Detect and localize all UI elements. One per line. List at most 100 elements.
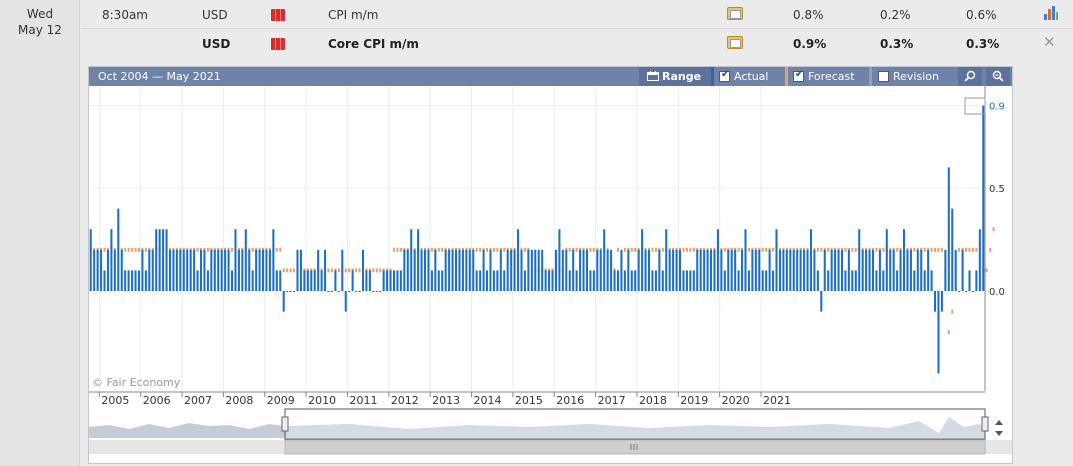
- actual-bar: [982, 105, 985, 291]
- actual-checkbox[interactable]: [719, 69, 730, 82]
- forecast-mark: [772, 247, 775, 252]
- actual-bar: [854, 270, 857, 291]
- forecast-mark: [923, 247, 926, 252]
- forecast-checkbox[interactable]: [793, 69, 804, 82]
- forecast-mark: [971, 247, 974, 252]
- actual-bar: [927, 249, 930, 291]
- x-tick-label: 2012: [391, 394, 419, 407]
- core-cpi-chart[interactable]: 0.90.50.0 © Fair Economy 2005 2006 2007 200…: [89, 86, 1012, 407]
- actual-bar: [289, 291, 292, 292]
- actual-bar: [131, 270, 134, 291]
- actual-bar: [737, 270, 740, 291]
- forecast-mark: [930, 247, 933, 252]
- close-icon[interactable]: ✕: [1043, 33, 1056, 51]
- actual-bar: [475, 270, 478, 291]
- navigator-left-handle[interactable]: [281, 416, 289, 432]
- forecast-mark: [289, 268, 292, 273]
- graph-icon[interactable]: [1043, 5, 1059, 21]
- chart-panel: Oct 2004 — May 2021 Range Actual Forecas…: [88, 66, 1013, 464]
- event-name[interactable]: CPI m/m: [328, 8, 379, 22]
- actual-bar: [489, 249, 492, 291]
- forecast-toggle[interactable]: Forecast: [793, 67, 855, 86]
- chart-grid: [89, 86, 985, 391]
- navigator-scrollbar-thumb[interactable]: [284, 439, 986, 455]
- actual-bar: [392, 270, 396, 291]
- actual-bar: [892, 249, 895, 291]
- actual-bar: [499, 249, 502, 291]
- actual-bar: [751, 249, 754, 291]
- forecast-mark: [965, 247, 968, 252]
- revision-checkbox[interactable]: [878, 71, 889, 82]
- event-actual: 0.8%: [793, 8, 824, 22]
- scroll-up-icon[interactable]: [995, 420, 1003, 425]
- high-impact-icon[interactable]: [271, 9, 285, 21]
- forecast-mark: [654, 247, 657, 252]
- forecast-mark: [496, 247, 499, 252]
- actual-bar: [258, 249, 261, 291]
- actual-bar: [451, 249, 454, 291]
- actual-bar: [813, 249, 816, 291]
- high-impact-icon[interactable]: [271, 38, 285, 50]
- forecast-mark: [375, 268, 378, 273]
- actual-bar: [151, 249, 154, 291]
- event-row-cpi[interactable]: 8:30am USD CPI m/m 0.8% 0.2% 0.6%: [81, 0, 1073, 29]
- forecast-label: Forecast: [808, 70, 855, 83]
- actual-bar: [785, 249, 788, 291]
- actual-bar: [923, 270, 926, 291]
- navigator-right-handle[interactable]: [981, 416, 989, 432]
- actual-bar: [144, 270, 147, 291]
- actual-bar: [723, 270, 726, 291]
- event-name[interactable]: Core CPI m/m: [328, 37, 419, 51]
- forecast-mark: [230, 247, 234, 252]
- actual-bar: [761, 270, 764, 291]
- actual-bar: [206, 270, 209, 291]
- actual-bar: [155, 229, 158, 291]
- actual-bar: [248, 249, 251, 291]
- actual-bar: [865, 249, 868, 291]
- range-button[interactable]: Range: [639, 67, 711, 86]
- actual-bar: [940, 291, 943, 312]
- actual-bar: [458, 249, 461, 291]
- actual-bar: [678, 249, 682, 291]
- detail-folder-icon[interactable]: [727, 7, 743, 20]
- actual-bar: [768, 249, 771, 291]
- actual-bar: [661, 270, 664, 291]
- actual-bar: [644, 249, 647, 291]
- actual-bar: [275, 270, 278, 291]
- actual-bar: [840, 249, 844, 291]
- actual-bar: [592, 270, 595, 291]
- actual-bar: [658, 249, 661, 291]
- actual-bar: [327, 291, 330, 292]
- forecast-mark: [475, 247, 478, 252]
- detail-folder-icon[interactable]: [727, 36, 743, 49]
- actual-bar: [692, 270, 695, 291]
- actual-bar: [296, 249, 299, 291]
- scroll-down-icon[interactable]: [995, 431, 1003, 436]
- revision-label: Revision: [893, 70, 939, 83]
- forecast-mark: [437, 247, 440, 252]
- actual-bar: [548, 270, 551, 291]
- forecast-mark: [344, 268, 347, 273]
- actual-bar: [203, 249, 206, 291]
- actual-toggle[interactable]: Actual: [719, 67, 768, 86]
- actual-bar: [224, 249, 227, 291]
- revision-toggle[interactable]: Revision: [878, 67, 939, 86]
- forecast-mark: [851, 247, 854, 252]
- actual-bar: [286, 291, 289, 292]
- actual-bar: [582, 249, 585, 291]
- date-column: Wed May 12: [0, 0, 80, 466]
- forecast-mark: [761, 247, 764, 252]
- actual-bar: [889, 249, 892, 291]
- zoom-in-button[interactable]: [958, 67, 982, 86]
- event-row-core-cpi[interactable]: USD Core CPI m/m 0.9% 0.3% 0.3% ✕: [81, 29, 1073, 58]
- actual-bar: [675, 249, 678, 291]
- actual-bar: [651, 270, 654, 291]
- actual-bar: [909, 249, 912, 291]
- forecast-mark: [737, 247, 740, 252]
- actual-bar: [96, 249, 99, 291]
- zoom-out-icon: [992, 70, 1004, 82]
- range-navigator[interactable]: [89, 407, 1012, 463]
- zoom-out-button[interactable]: [986, 67, 1010, 86]
- actual-bar: [934, 291, 937, 312]
- actual-bar: [561, 249, 564, 291]
